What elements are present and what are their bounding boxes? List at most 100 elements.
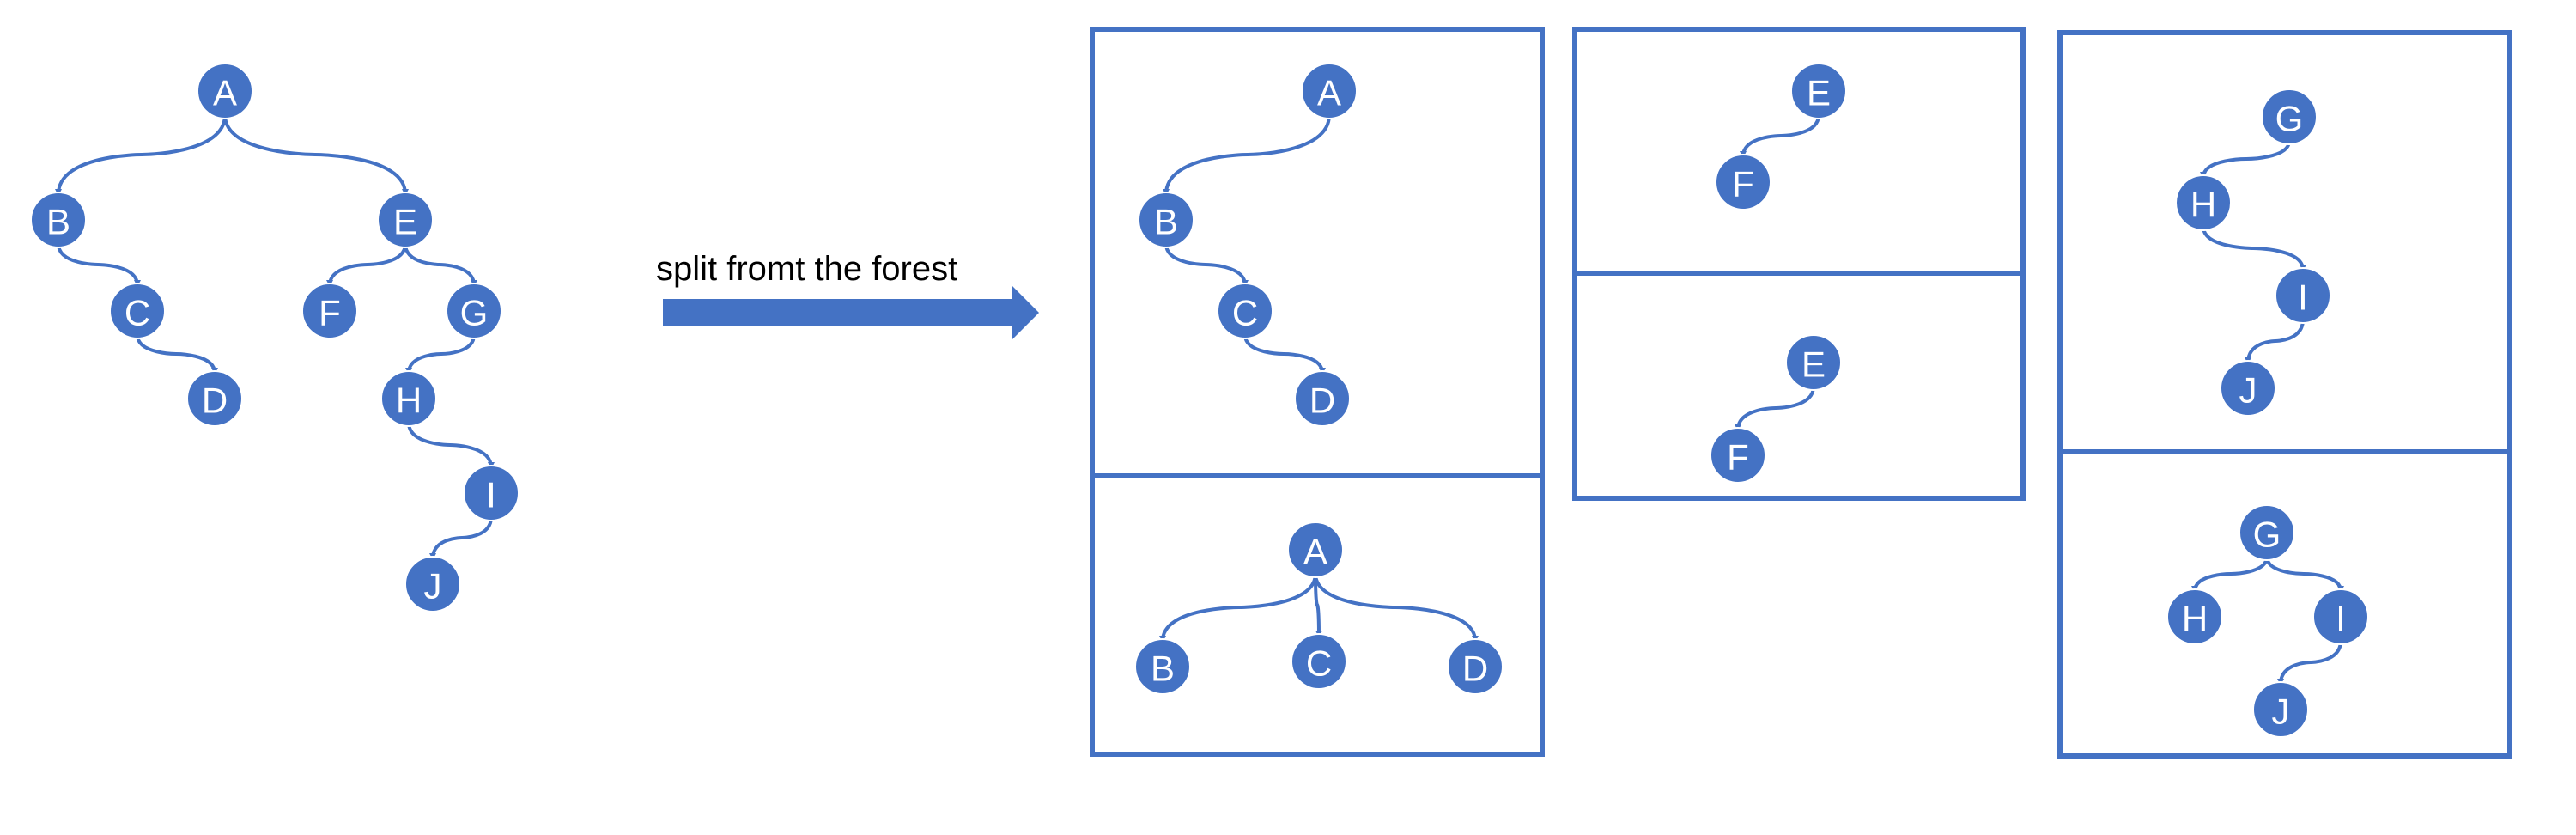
forest-node-b-label: B xyxy=(46,202,70,242)
tree-a-general-node-b-circle xyxy=(1134,638,1191,695)
forest-node-d-circle xyxy=(186,370,243,427)
tree-a-general-node-c-label: C xyxy=(1306,643,1332,684)
forest-node-a-label: A xyxy=(213,73,237,113)
tree-g-binary-node-i-circle xyxy=(2275,267,2331,324)
forest-node-c-label: C xyxy=(125,293,150,333)
tree-g-binary-node-j: J xyxy=(2220,360,2276,417)
tree-a-binary-node-a-circle xyxy=(1301,63,1358,119)
forest-node-e: E xyxy=(377,192,434,248)
tree-a-general-node-a-circle xyxy=(1287,521,1344,578)
tree-e-binary-node-e-label: E xyxy=(1807,73,1831,113)
forest-edge-h-i xyxy=(407,421,495,469)
tree-e-binary-node-f-label: F xyxy=(1732,164,1754,204)
tree-a-binary-node-d-circle xyxy=(1294,370,1351,427)
tree-e-binary-node-e-circle xyxy=(1790,63,1847,119)
tree-a-binary-node-a-label: A xyxy=(1317,73,1341,113)
tree-a-general-edge-a-d xyxy=(1314,572,1479,643)
forest-node-i-circle xyxy=(463,465,519,521)
forest-node-e-circle xyxy=(377,192,434,248)
forest-node-f-label: F xyxy=(319,293,341,333)
forest-node-g: G xyxy=(446,283,502,339)
tree-e-general-node-f-label: F xyxy=(1727,437,1749,478)
edges-layer xyxy=(55,113,2344,686)
tree-a-binary-edge-a-b xyxy=(1163,113,1331,196)
forest-node-h: H xyxy=(380,370,437,427)
frame-tree-a-general xyxy=(1090,473,1545,757)
forest-node-f: F xyxy=(301,283,358,339)
forest-node-j-circle xyxy=(404,556,461,613)
tree-frames xyxy=(1090,27,2512,759)
tree-e-general-edge-e-f xyxy=(1735,385,1815,431)
split-arrow-head xyxy=(1012,285,1039,340)
forest-node-i: I xyxy=(463,465,519,521)
forest-edge-e-f xyxy=(326,242,407,287)
forest-node-j-label: J xyxy=(424,566,442,606)
tree-a-binary-node-d: D xyxy=(1294,370,1351,427)
forest-edge-c-d xyxy=(136,333,218,375)
forest-edge-g-h xyxy=(405,333,476,375)
tree-g-general-node-h-circle xyxy=(2166,588,2223,645)
tree-a-binary-node-a: A xyxy=(1301,63,1358,119)
forest-node-c-circle xyxy=(109,283,166,339)
frame-tree-e-general xyxy=(1572,271,2026,501)
tree-g-binary-edge-h-i xyxy=(2202,225,2306,271)
tree-g-general-edge-g-h xyxy=(2191,555,2269,593)
tree-g-binary-node-i-label: I xyxy=(2298,277,2308,318)
forest-node-e-label: E xyxy=(393,202,417,242)
tree-g-general-node-i-label: I xyxy=(2336,599,2346,639)
tree-g-binary-edge-g-h xyxy=(2200,139,2291,179)
tree-g-binary-node-h: H xyxy=(2175,174,2232,231)
tree-a-general-node-d-circle xyxy=(1447,638,1504,695)
tree-a-general-node-a: A xyxy=(1287,521,1344,578)
tree-a-general-node-b-label: B xyxy=(1151,649,1175,689)
forest-edge-i-j xyxy=(429,515,493,560)
nodes-layer: A B C D E F G H I J A B C D A B C D E F E F G H I J G H I J xyxy=(30,63,2369,738)
tree-g-general-node-g-circle xyxy=(2239,504,2295,561)
forest-node-h-label: H xyxy=(396,381,422,421)
tree-a-general-node-a-label: A xyxy=(1303,532,1327,572)
forest-node-g-circle xyxy=(446,283,502,339)
tree-a-general-node-c-circle xyxy=(1291,633,1347,690)
split-arrow xyxy=(663,285,1039,340)
frame-tree-e-binary xyxy=(1572,27,2026,276)
forest-node-a: A xyxy=(197,63,253,119)
tree-g-binary-node-j-circle xyxy=(2220,360,2276,417)
tree-g-binary-edge-i-j xyxy=(2245,318,2305,364)
forest-edge-a-b xyxy=(55,113,227,196)
tree-a-binary-node-b-circle xyxy=(1138,192,1194,248)
tree-e-binary-node-f-circle xyxy=(1715,154,1771,210)
tree-e-general-node-f: F xyxy=(1710,427,1766,484)
tree-g-general-node-j-circle xyxy=(2252,681,2309,738)
tree-e-general-node-e-circle xyxy=(1785,334,1842,391)
forest-node-j: J xyxy=(404,556,461,613)
forest-node-c: C xyxy=(109,283,166,339)
tree-a-general-node-c: C xyxy=(1291,633,1347,690)
tree-g-binary-node-j-label: J xyxy=(2239,370,2257,411)
tree-e-binary-node-e: E xyxy=(1790,63,1847,119)
tree-g-general-node-j-label: J xyxy=(2272,692,2290,732)
tree-e-general-node-e: E xyxy=(1785,334,1842,391)
tree-g-general-node-i: I xyxy=(2312,588,2369,645)
forest-node-d: D xyxy=(186,370,243,427)
tree-g-binary-node-h-circle xyxy=(2175,174,2232,231)
tree-a-binary-edge-b-c xyxy=(1164,242,1249,287)
forest-node-i-label: I xyxy=(486,475,496,515)
tree-e-binary-edge-e-f xyxy=(1740,113,1820,158)
tree-g-general-node-g: G xyxy=(2239,504,2295,561)
tree-a-binary-node-c-circle xyxy=(1217,283,1273,339)
tree-a-binary-edge-c-d xyxy=(1243,333,1326,375)
tree-a-binary-node-b: B xyxy=(1138,192,1194,248)
tree-a-binary-node-c-label: C xyxy=(1232,293,1258,333)
tree-g-general-node-h: H xyxy=(2166,588,2223,645)
tree-a-binary-node-b-label: B xyxy=(1154,202,1178,242)
forest-edge-a-e xyxy=(223,113,409,196)
tree-g-binary-node-g-circle xyxy=(2261,88,2318,145)
forest-node-d-label: D xyxy=(202,381,228,421)
tree-g-general-edge-g-i xyxy=(2265,555,2344,593)
tree-g-general-node-i-circle xyxy=(2312,588,2369,645)
forest-node-b: B xyxy=(30,192,87,248)
tree-g-general-node-h-label: H xyxy=(2182,599,2208,639)
tree-e-binary-node-f: F xyxy=(1715,154,1771,210)
tree-g-general-node-j: J xyxy=(2252,681,2309,738)
forest-edge-e-g xyxy=(404,242,477,287)
